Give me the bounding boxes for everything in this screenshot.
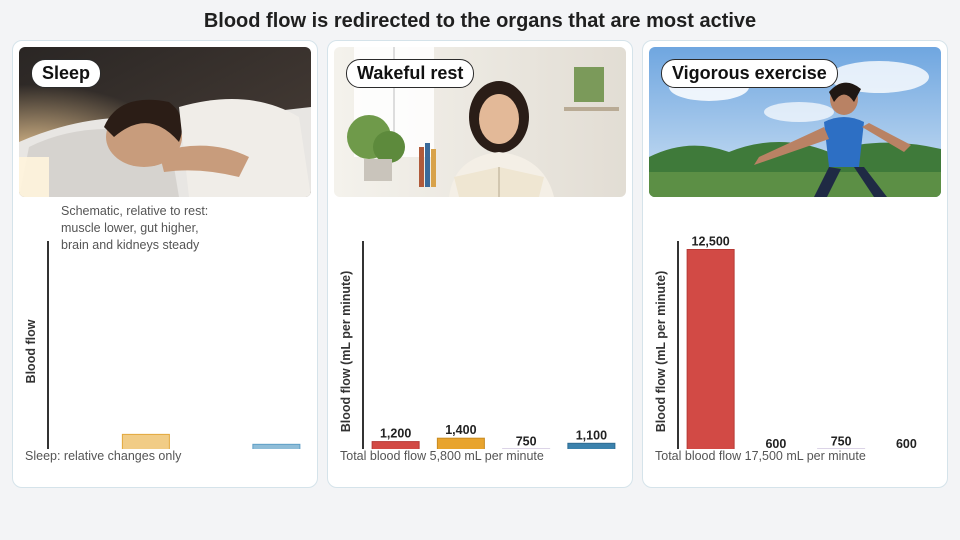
- note-line: muscle lower, gut higher,: [61, 221, 199, 235]
- sleep-note: Schematic, relative to rest: muscle lowe…: [61, 203, 208, 254]
- rest-bar-chart: Blood flow (mL per minute)1,200Muscle1,4…: [339, 241, 616, 449]
- y-axis-label: Blood flow (mL per minute): [339, 271, 353, 433]
- panel-footer: Total blood flow 5,800 mL per minute: [340, 449, 544, 463]
- data-label: 1,200: [380, 427, 411, 441]
- exercise-bar-chart: Blood flow (mL per minute)12,500Muscle60…: [654, 235, 917, 449]
- bar-kidneys: [567, 442, 616, 449]
- panel-footer: Sleep: relative changes only: [25, 449, 182, 463]
- panel-label: Sleep: [31, 59, 102, 88]
- bar-kidneys: [252, 443, 301, 449]
- data-label: 750: [831, 434, 852, 448]
- sleep-bar-chart: Blood flowMuscleGutBrainKidneys: [24, 241, 301, 449]
- bar-gut: [436, 437, 485, 449]
- bar-muscle: [686, 249, 735, 449]
- panel-footer: Total blood flow 17,500 mL per minute: [655, 449, 866, 463]
- running-woman-photo: Vigorous exercise: [649, 47, 941, 197]
- y-axis-label: Blood flow: [24, 319, 38, 383]
- panel-label: Vigorous exercise: [661, 59, 838, 88]
- data-label: 750: [516, 434, 537, 448]
- note-line: brain and kidneys steady: [61, 238, 200, 252]
- data-label: 1,400: [445, 423, 476, 437]
- reading-woman-photo: Wakeful rest: [334, 47, 626, 197]
- y-axis-label: Blood flow (mL per minute): [654, 271, 668, 433]
- page-title: Blood flow is redirected to the organs t…: [203, 10, 757, 32]
- data-label: 600: [765, 437, 786, 449]
- sleeping-woman-photo: Sleep: [19, 47, 311, 197]
- data-label: 1,100: [576, 428, 607, 442]
- panel-vigorous-exercise: Vigorous exercise Blood flow (mL per min…: [642, 40, 948, 488]
- bar-gut: [121, 433, 170, 449]
- panel-wakeful-rest: Wakeful rest Blood flow (mL per minute) 1…: [327, 40, 633, 488]
- data-label: 600: [896, 437, 917, 449]
- panel-label: Wakeful rest: [346, 59, 475, 88]
- note-line: Schematic, relative to rest:: [61, 204, 209, 218]
- panel-sleep: Sleep Schematic, relative to rest: muscl…: [12, 40, 318, 488]
- bar-muscle: [371, 441, 420, 449]
- data-label: 12,500: [692, 235, 730, 249]
